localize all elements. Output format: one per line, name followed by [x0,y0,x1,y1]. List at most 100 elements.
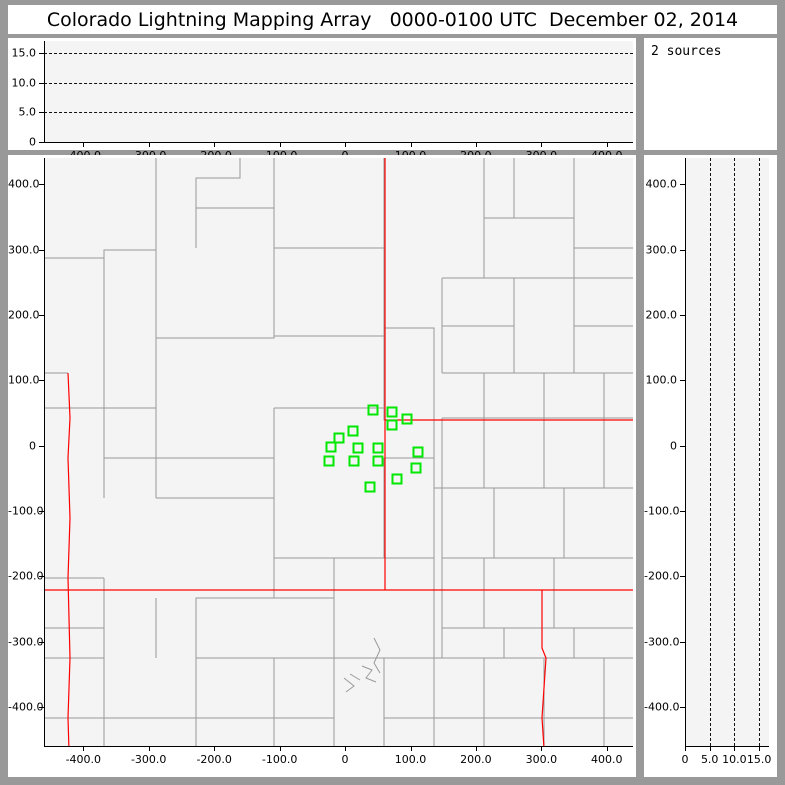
lightning-source-marker [391,473,403,485]
y-tick [39,706,44,708]
gridline-vertical [734,158,736,746]
county-border-line [104,408,157,459]
y-tick [39,82,44,84]
county-state-map [44,158,633,746]
y-tick [680,314,685,316]
county-border-line [274,336,385,409]
x-axis-line [44,746,633,747]
y-tick [680,510,685,512]
y-tick-label: 5.0 [18,105,37,119]
county-border-line [195,597,334,659]
y-tick [39,314,44,316]
title-bar: Colorado Lightning Mapping Array 0000-01… [8,5,777,34]
county-border-line [373,637,381,674]
x-tick-label: 10.0 [722,753,747,766]
y-tick [39,445,44,447]
x-tick-label: -200.0 [196,753,232,766]
y-tick-label: -100.0 [644,504,680,518]
x-tick [279,142,281,147]
y-axis-line [44,158,45,746]
county-border-line [195,718,197,746]
lightning-source-marker [323,455,335,467]
lightning-source-marker [348,455,360,467]
y-tick [680,576,685,578]
y-tick-label: -300.0 [644,635,680,648]
y-axis-line [44,41,45,142]
page-title: Colorado Lightning Mapping Array 0000-01… [46,8,739,31]
county-border-line [484,218,575,279]
lightning-source-marker [352,442,364,454]
plan-view-map-panel: -400.0 -300.0 -200.0 -100.0 0 100.0 200.0 300.0… [8,155,636,777]
y-tick [39,576,44,578]
x-tick-label: 0 [681,753,689,766]
y-tick-label: 400.0 [8,177,40,191]
y-tick-label: 100.0 [8,373,40,387]
y-tick [680,706,685,708]
lightning-source-marker [333,432,344,444]
x-tick [709,746,711,751]
x-tick-label: 200.0 [460,753,492,766]
county-border-line [483,158,574,219]
lightning-source-marker [364,481,376,493]
county-border-line [44,158,157,259]
county-border-line [333,718,335,746]
x-tick [214,746,216,751]
y-tick-label: 0 [670,439,677,452]
y-tick-label: -200.0 [644,569,680,583]
gridline-horizontal [44,112,633,114]
lightning-source-marker [386,406,398,417]
county-border-line [273,208,384,249]
lightning-source-marker [325,441,337,453]
county-border-line [103,718,105,746]
y-tick-label: 200.0 [645,308,678,322]
x-tick [83,746,85,751]
source-count-label: 2 sources [651,44,722,59]
y-tick-label: 200.0 [8,308,40,322]
lightning-source-marker [401,413,413,425]
county-border-line [603,718,605,746]
county-border-line [104,658,197,719]
y-tick [39,641,44,643]
county-border-line [196,658,275,719]
county-border-line [273,458,385,559]
y-tick [680,380,685,382]
gridline-horizontal [44,52,633,54]
y-tick [39,510,44,512]
y-tick-label: -100.0 [8,504,44,518]
east-west-height-panel: -400.0 -300.0 -200.0 -100.0 0 100.0 200.0 300.0… [644,155,777,777]
y-tick-label: 300.0 [645,243,678,256]
county-border-line [343,677,355,693]
county-border-line [274,248,385,337]
y-tick-label: -300.0 [8,635,44,648]
gridline-vertical [759,158,761,746]
county-border-line [195,158,241,208]
x-tick [214,142,216,147]
y-tick-label: 400.0 [645,177,678,191]
y-tick-label: -400.0 [644,700,680,714]
x-tick-label: 15.0 [746,753,772,766]
east-west-height-plot-area[interactable] [685,158,769,746]
county-border-line [433,658,435,746]
x-tick [410,142,412,147]
county-border-line [543,718,545,746]
lightning-source-marker [412,446,424,458]
lightning-source-marker [410,462,422,474]
x-tick [345,142,346,147]
y-tick [680,641,685,643]
time-height-plot-area[interactable] [44,41,633,142]
x-tick-label: -300.0 [130,753,167,766]
county-border-line [483,718,485,746]
x-tick [475,142,477,147]
county-border-line [104,250,157,409]
y-tick [39,380,44,382]
y-tick-label: 15.0 [11,46,37,60]
state-border-line [67,372,71,746]
y-tick [39,142,44,143]
x-tick-label: 5.0 [700,753,719,766]
county-border-line [273,558,335,599]
x-tick [685,746,686,751]
plan-view-map-plot-area[interactable] [44,158,633,746]
x-tick-label: -400.0 [65,753,102,766]
x-tick [541,746,543,751]
